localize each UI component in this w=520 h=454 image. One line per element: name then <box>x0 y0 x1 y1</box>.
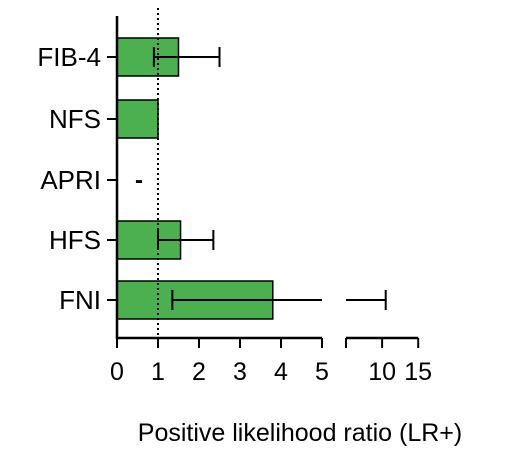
category-label-hfs: HFS <box>49 225 101 255</box>
x-tick-label-1: 1 <box>151 358 165 386</box>
bars-layer <box>116 37 387 320</box>
x-tick-label-5: 5 <box>315 358 329 386</box>
category-label-nfs: NFS <box>49 104 101 134</box>
category-label-apri: APRI <box>40 165 101 195</box>
x-tick-label-0: 0 <box>110 358 124 386</box>
category-label-fni: FNI <box>59 285 101 315</box>
x-tick-label-10: 10 <box>368 358 396 386</box>
x-tick-label-4: 4 <box>274 358 288 386</box>
missing-mark-apri: - <box>135 167 143 194</box>
x-axis-title: Positive likelihood ratio (LR+) <box>138 419 462 447</box>
x-tick-label-2: 2 <box>192 358 206 386</box>
axes-layer <box>107 16 420 348</box>
x-tick-label-15: 15 <box>404 358 432 386</box>
bar-nfs <box>116 99 159 139</box>
x-tick-label-3: 3 <box>233 358 247 386</box>
labels-layer: FIB-4 NFS - APRI HFS FNI 0 1 2 3 4 5 10 15 <box>37 42 432 386</box>
category-label-fib-4: FIB-4 <box>37 42 101 72</box>
